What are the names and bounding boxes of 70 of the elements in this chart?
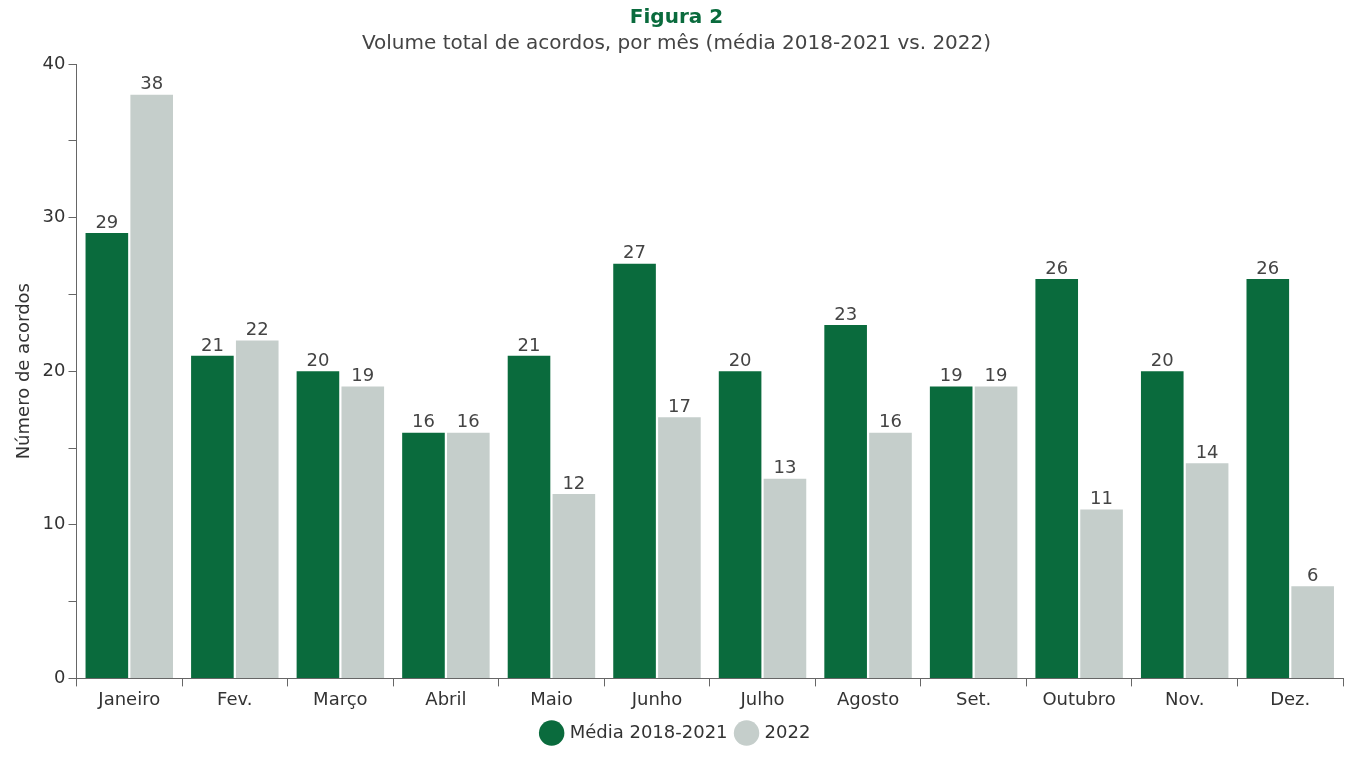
y-tick-label: 40: [42, 51, 66, 73]
data-label: 29: [95, 210, 119, 232]
bar: [929, 386, 973, 678]
x-tick-label: Nov.: [1164, 687, 1205, 709]
bar: [85, 232, 129, 678]
y-tick-label: 0: [54, 666, 66, 688]
data-label: 14: [1195, 441, 1219, 463]
data-label: 26: [1256, 256, 1280, 278]
legend-label: 2022: [764, 720, 811, 742]
data-label: 16: [879, 410, 902, 432]
bar: [974, 386, 1018, 678]
x-tick-label: Dez.: [1270, 687, 1311, 709]
data-label: 16: [456, 410, 480, 432]
x-tick-label: Junho: [630, 687, 683, 709]
bar: [1185, 463, 1229, 678]
chart-title: Figura 2: [629, 4, 724, 29]
x-tick-label: Fev.: [217, 687, 253, 709]
bar: [1246, 279, 1290, 678]
bar: [507, 355, 551, 678]
y-tick-label: 20: [42, 358, 66, 380]
bar: [296, 371, 340, 678]
chart-subtitle: Volume total de acordos, por mês (média 2018-2021 vs. 2022): [361, 30, 992, 55]
data-label: 21: [517, 333, 541, 355]
bar: [1035, 279, 1079, 678]
y-tick-label: 30: [42, 205, 66, 227]
x-tick-label: Março: [313, 687, 368, 709]
data-label: 23: [834, 302, 858, 324]
data-label: 27: [623, 241, 647, 263]
bar: [824, 325, 867, 678]
bar: [869, 432, 912, 678]
bar: [658, 417, 701, 678]
bar: [718, 371, 762, 678]
bar: [191, 355, 234, 678]
bar: [763, 478, 807, 678]
data-label: 19: [351, 364, 375, 386]
bar: [613, 263, 656, 678]
data-label: 19: [984, 364, 1008, 386]
data-label: 17: [667, 394, 691, 416]
data-label: 20: [728, 348, 752, 370]
bar: [1291, 586, 1334, 678]
legend-label: Média 2018-2021: [569, 720, 728, 742]
bar: [1080, 509, 1123, 678]
x-tick-label: Janeiro: [97, 687, 161, 709]
bar: [341, 386, 385, 678]
data-label: 38: [140, 72, 164, 94]
data-label: 12: [562, 471, 586, 493]
x-tick-label: Outubro: [1042, 687, 1116, 709]
x-tick-label: Maio: [530, 687, 573, 709]
bar: [402, 432, 445, 678]
x-tick-label: Set.: [955, 687, 992, 709]
data-label: 16: [412, 410, 435, 432]
data-label: 20: [1150, 348, 1174, 370]
bar: [552, 494, 596, 678]
data-label: 19: [939, 364, 963, 386]
data-label: 26: [1045, 256, 1069, 278]
y-axis-title: Número de acordos: [12, 283, 34, 460]
data-label: 13: [773, 456, 797, 478]
data-label: 22: [245, 318, 269, 340]
x-tick-label: Abril: [425, 687, 467, 709]
y-tick-label: 10: [42, 512, 66, 534]
data-label: 11: [1090, 487, 1114, 509]
bar: [447, 432, 490, 678]
bar: [1140, 371, 1184, 678]
x-tick-label: Agosto: [836, 687, 900, 709]
bar: [235, 340, 279, 678]
data-label: 20: [306, 348, 330, 370]
x-tick-label: Julho: [739, 687, 785, 709]
bar: [130, 94, 174, 678]
data-label: 21: [200, 333, 224, 355]
data-label: 6: [1306, 563, 1319, 585]
